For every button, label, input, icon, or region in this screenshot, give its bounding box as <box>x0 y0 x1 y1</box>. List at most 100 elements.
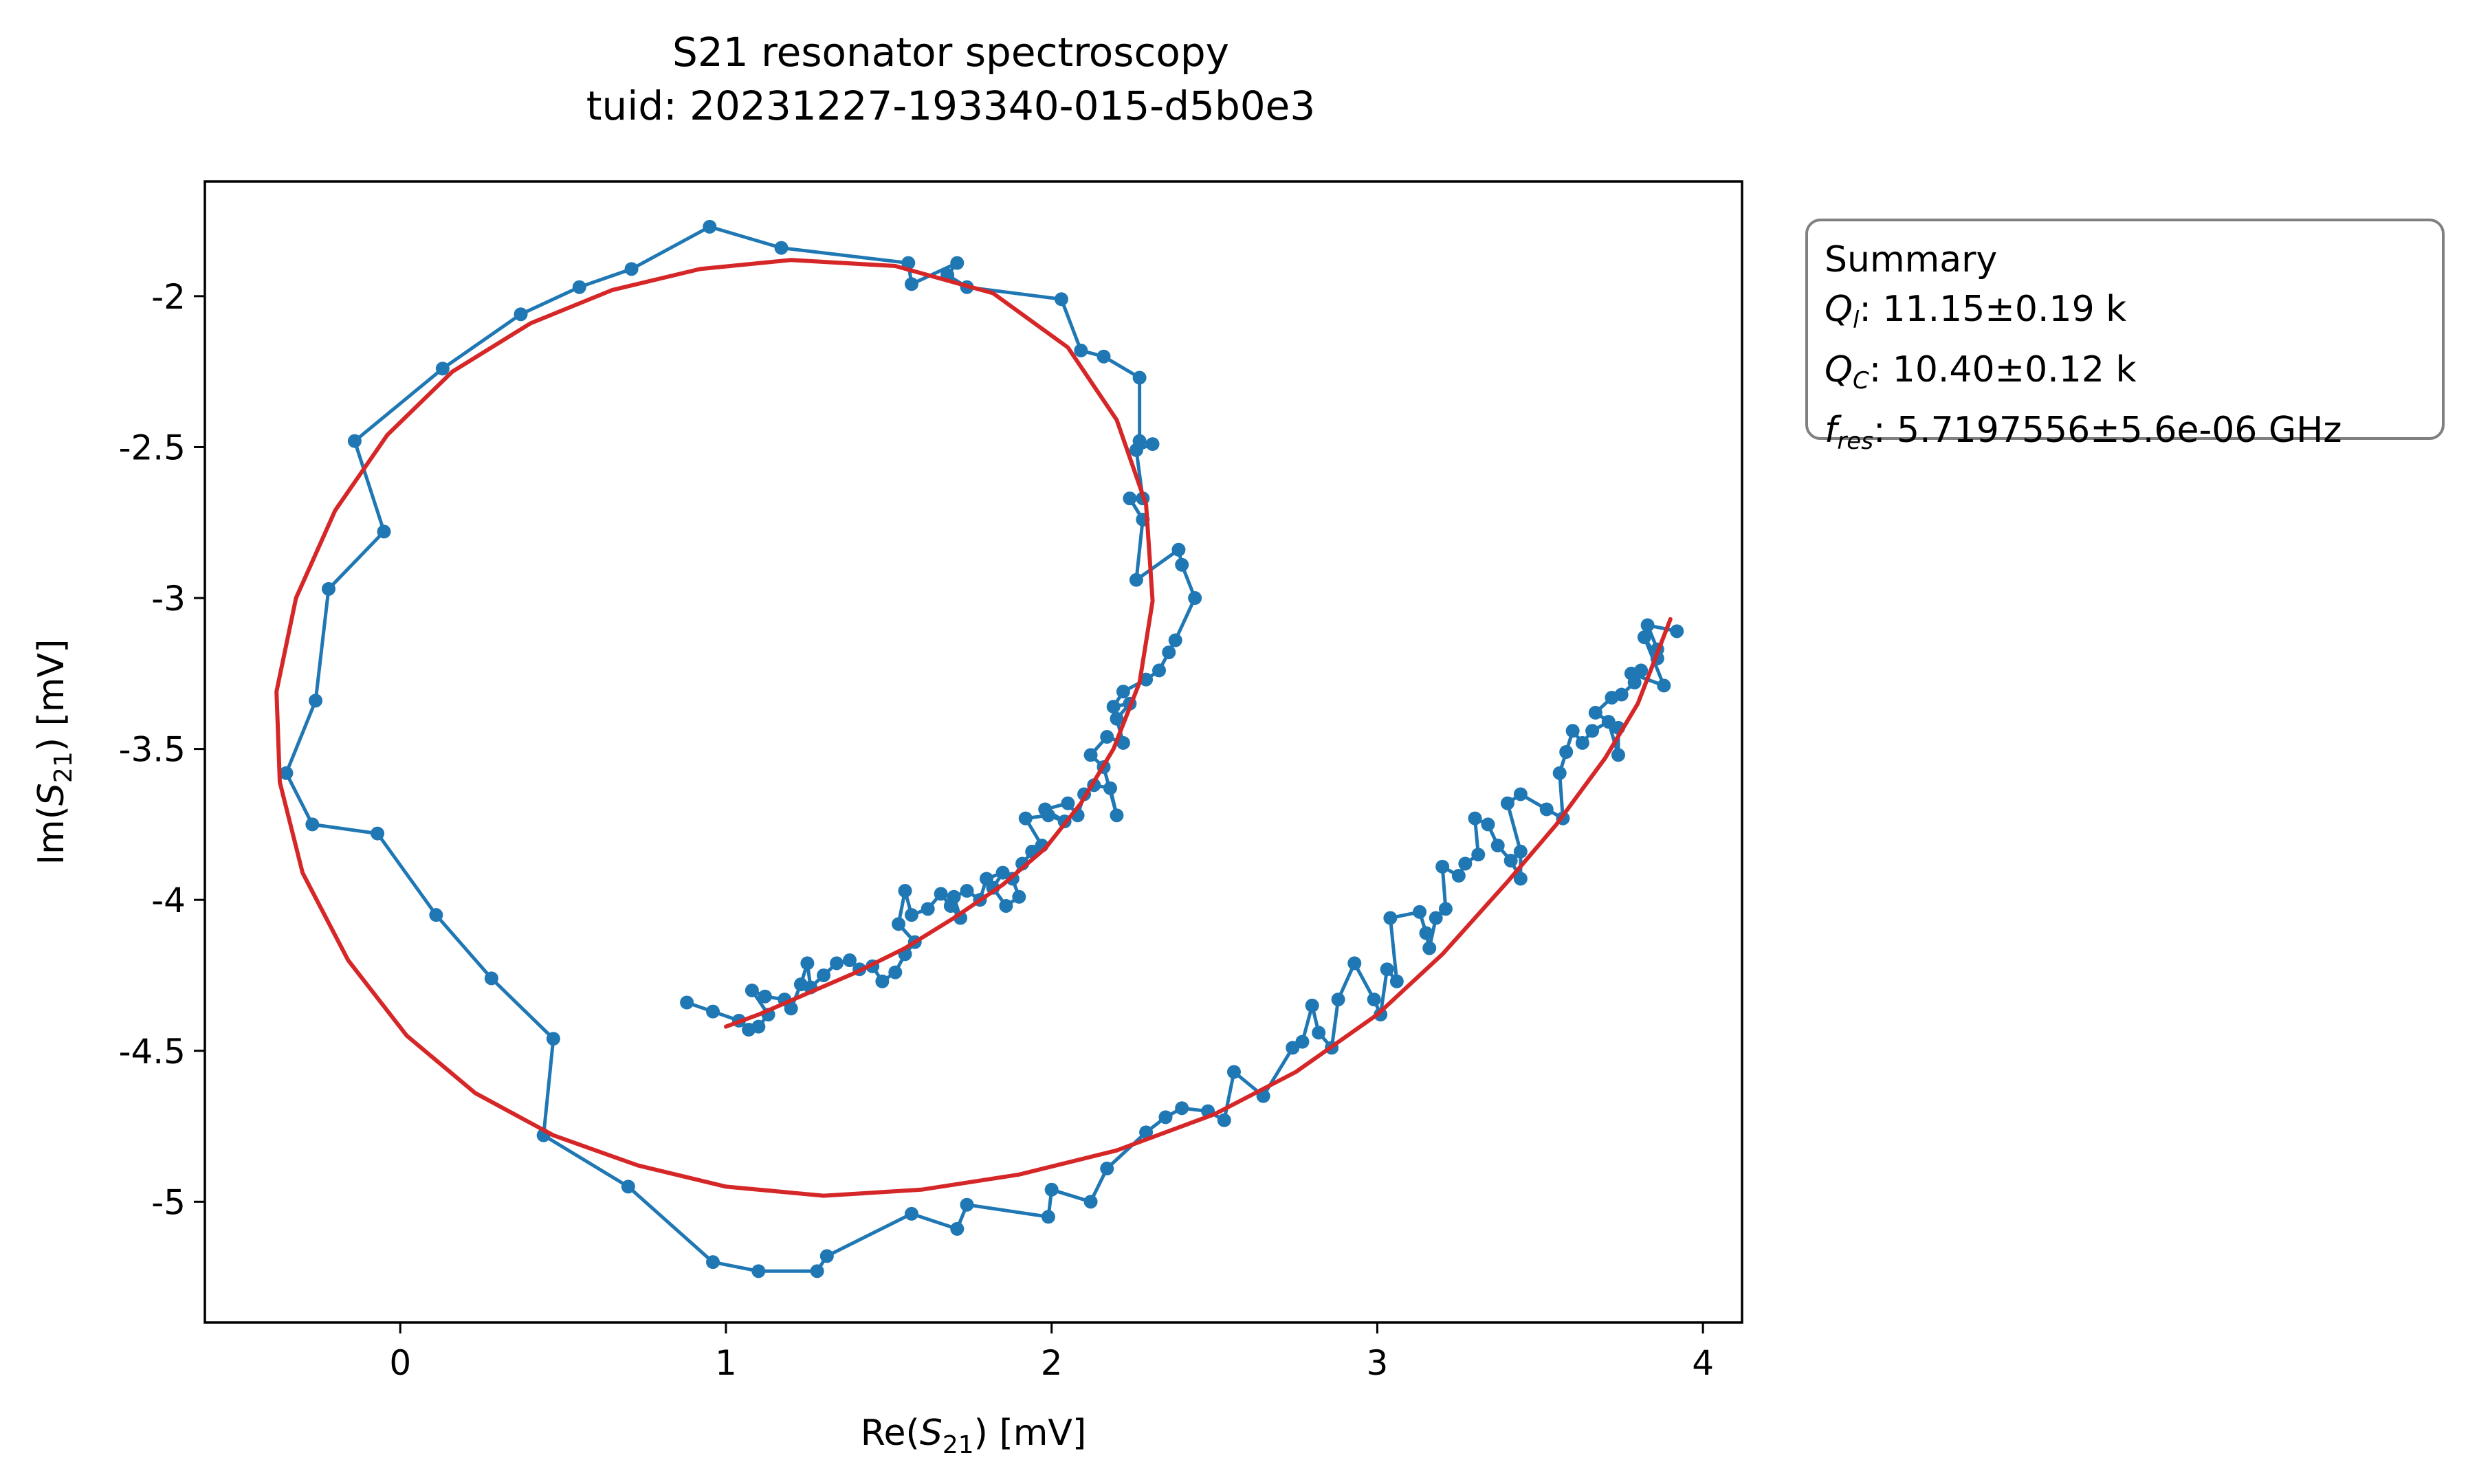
measured-data-point <box>1175 557 1189 572</box>
series-layer <box>274 219 1684 1278</box>
measured-data-point <box>1503 854 1518 868</box>
measured-data-point <box>1041 1210 1055 1224</box>
measured-data-point <box>1552 766 1567 780</box>
measured-data-point <box>1097 349 1111 364</box>
measured-data-point <box>1331 993 1345 1007</box>
x-tick-label: 4 <box>1692 1343 1714 1383</box>
y-axis-label: Im(S21) [mV] <box>31 639 78 865</box>
measured-data-point <box>1383 911 1398 925</box>
x-tick-label: 0 <box>389 1343 411 1383</box>
measured-data-point <box>1139 1125 1154 1140</box>
measured-data-point <box>1038 802 1053 817</box>
y-tick-label: -2 <box>151 277 186 317</box>
measured-data-point <box>904 908 918 922</box>
measured-data-point <box>1347 956 1362 971</box>
measured-data-point <box>377 524 391 539</box>
fit-curve-line <box>274 258 1673 1198</box>
measured-data-point <box>347 434 362 448</box>
measured-data-point <box>774 241 789 255</box>
measured-data-point <box>1083 748 1098 762</box>
measured-data-point <box>621 1180 635 1194</box>
measured-data-point <box>947 889 961 904</box>
measured-data-point <box>1018 811 1033 826</box>
measured-data-point <box>842 953 857 968</box>
measured-data-point <box>1471 848 1486 862</box>
measured-data-point <box>830 956 844 971</box>
measured-data-point <box>800 956 815 971</box>
measured-data-point <box>1435 859 1450 874</box>
measured-data-point <box>921 902 935 916</box>
y-tick-label: -5 <box>151 1182 186 1222</box>
measured-data-point <box>1305 998 1319 1012</box>
measured-data-point <box>706 1004 720 1019</box>
measured-data-point <box>1451 869 1466 883</box>
measured-data-point <box>901 256 916 270</box>
y-tick-label: -2.5 <box>118 428 186 467</box>
measured-data-point <box>1575 735 1589 750</box>
measured-data-point <box>960 884 974 898</box>
x-tick-label: 3 <box>1367 1343 1389 1383</box>
measured-data-point <box>1083 1195 1098 1209</box>
measured-data-point <box>745 983 759 997</box>
measured-data-point <box>1158 1110 1173 1125</box>
measured-data-point <box>1565 724 1580 738</box>
measured-data-point <box>1500 796 1514 810</box>
measured-data-point <box>1132 370 1147 385</box>
measured-data-point <box>322 582 336 596</box>
y-tick-label: -3.5 <box>118 730 186 770</box>
measured-data-point <box>1110 711 1124 726</box>
measured-data-point <box>1429 911 1443 925</box>
measured-data-point <box>1106 700 1121 714</box>
measured-data-point <box>1074 343 1088 357</box>
measured-data-point <box>1419 926 1433 940</box>
summary-resonance-frequency: fres: 5.7197556±5.6e-06 GHz <box>1825 410 2342 455</box>
measured-data-point <box>784 1001 798 1016</box>
measured-data-point <box>960 1197 974 1212</box>
y-tick-label: -3 <box>151 579 186 619</box>
x-tick-label: 2 <box>1041 1343 1063 1383</box>
measured-data-point <box>1061 796 1075 810</box>
measured-data-point <box>1458 856 1473 871</box>
measured-data-point <box>1513 787 1528 801</box>
measured-data-point <box>1123 491 1137 506</box>
measured-data-point <box>1295 1034 1310 1049</box>
x-axis-ticks: 0 1 2 3 4 <box>389 1322 1714 1383</box>
measured-data-point <box>1389 974 1404 988</box>
measured-data-point <box>1670 624 1684 639</box>
measured-data-point <box>1168 633 1182 647</box>
measured-data-point <box>1624 666 1638 680</box>
measured-data-point <box>309 694 323 708</box>
measured-data-point <box>904 277 918 291</box>
measured-data-point <box>546 1032 560 1046</box>
measured-data-point <box>1585 724 1600 738</box>
summary-heading: Summary <box>1825 239 1998 280</box>
measured-data-point <box>1490 839 1505 853</box>
measured-data-point <box>1468 811 1482 826</box>
measured-data-point <box>751 1264 766 1278</box>
measured-data-point <box>484 971 498 986</box>
measured-data-point <box>1539 802 1554 817</box>
measured-data-point <box>1614 687 1629 702</box>
measured-data-point <box>305 817 320 832</box>
measured-data-point <box>706 1255 720 1270</box>
measured-data-point <box>1413 905 1427 919</box>
measured-data-point <box>1640 618 1655 632</box>
measured-data-point <box>429 908 443 922</box>
measured-data-point <box>1145 437 1160 452</box>
axes-frame <box>203 180 1743 1324</box>
measured-data-point <box>950 256 965 270</box>
measured-data-point <box>624 262 639 276</box>
measured-data-point <box>371 826 385 841</box>
measured-data-point <box>1226 1065 1241 1079</box>
measured-data-point <box>1657 678 1671 693</box>
measured-data-point <box>1110 808 1124 823</box>
measured-data-point <box>810 1264 824 1278</box>
measured-data-point <box>1422 941 1437 955</box>
measured-data-point <box>1559 745 1574 759</box>
measured-data-point <box>680 995 694 1010</box>
measured-data-point <box>898 884 912 898</box>
measured-data-point <box>904 1206 918 1221</box>
measured-data-point <box>279 766 294 780</box>
measured-data-point <box>934 887 948 901</box>
measured-data-point <box>1367 993 1381 1007</box>
